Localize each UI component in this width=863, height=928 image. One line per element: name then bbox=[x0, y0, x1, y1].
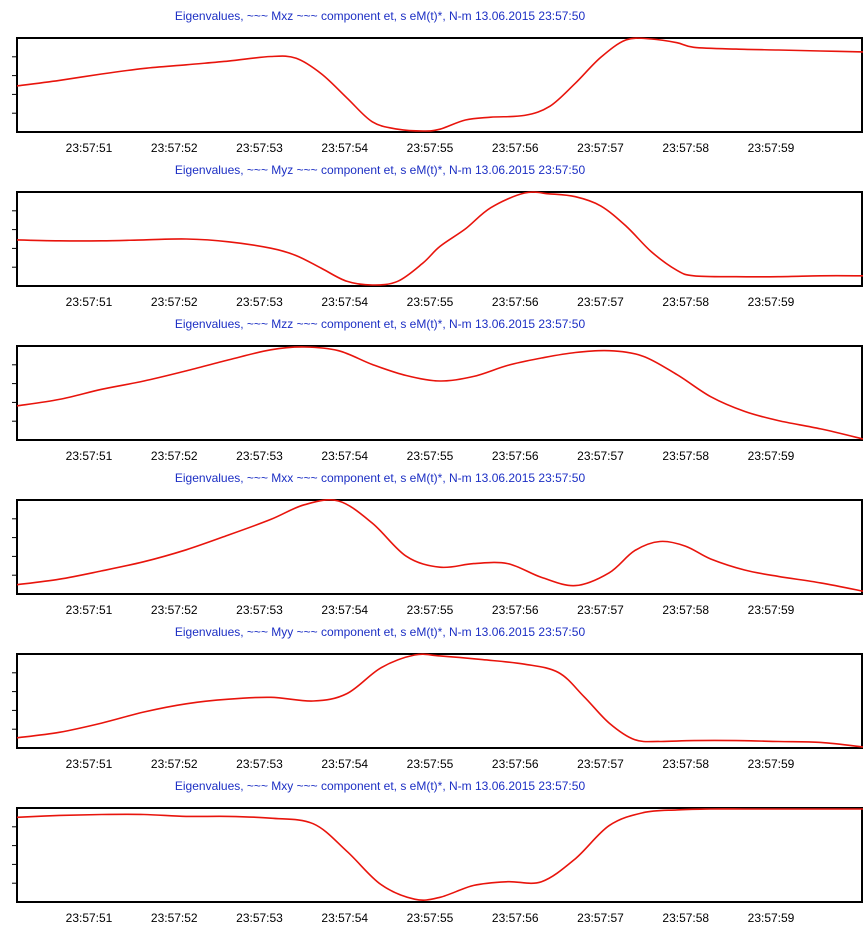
series-line bbox=[16, 808, 863, 901]
x-tick-label: 23:57:58 bbox=[662, 603, 709, 617]
x-tick-label: 23:57:58 bbox=[662, 757, 709, 771]
x-tick-label: 23:57:55 bbox=[407, 757, 454, 771]
x-tick-label: 23:57:51 bbox=[66, 911, 113, 925]
chart-plot: 23:57:51 23:57:52 23:57:53 23:57:54 23:57:55… bbox=[12, 807, 863, 925]
x-tick-label: 23:57:52 bbox=[151, 141, 198, 155]
x-tick-label: 23:57:56 bbox=[492, 449, 539, 463]
chart-plot: 23:57:51 23:57:52 23:57:53 23:57:54 23:57:55… bbox=[12, 499, 863, 617]
chart-title: Eigenvalues, ~~~ Mxz ~~~ component et, s… bbox=[174, 9, 586, 23]
x-tick-label: 23:57:52 bbox=[151, 911, 198, 925]
x-tick-label: 23:57:57 bbox=[577, 757, 624, 771]
x-tick-label: 23:57:53 bbox=[236, 449, 283, 463]
x-tick-label: 23:57:55 bbox=[407, 603, 454, 617]
chart-title: Eigenvalues, ~~~ Mxy ~~~ component et, s… bbox=[174, 779, 586, 793]
chart-plot: 23:57:51 23:57:52 23:57:53 23:57:54 23:57:55… bbox=[12, 653, 863, 771]
chart-title: Eigenvalues, ~~~ Myz ~~~ component et, s… bbox=[174, 163, 586, 177]
series-line bbox=[16, 191, 863, 286]
chart-panel: Eigenvalues, ~~~ Mxz ~~~ component et, s… bbox=[0, 8, 863, 158]
x-tick-label: 23:57:51 bbox=[66, 295, 113, 309]
x-tick-label: 23:57:54 bbox=[321, 757, 368, 771]
x-tick-label: 23:57:54 bbox=[321, 603, 368, 617]
plot-frame bbox=[16, 345, 863, 441]
x-tick-label: 23:57:58 bbox=[662, 449, 709, 463]
x-tick-label: 23:57:59 bbox=[748, 449, 795, 463]
x-tick-label: 23:57:59 bbox=[748, 911, 795, 925]
x-tick-label: 23:57:55 bbox=[407, 295, 454, 309]
x-tick-label: 23:57:59 bbox=[748, 295, 795, 309]
x-tick-label: 23:57:56 bbox=[492, 141, 539, 155]
x-tick-label: 23:57:52 bbox=[151, 757, 198, 771]
x-tick-label: 23:57:53 bbox=[236, 911, 283, 925]
x-tick-label: 23:57:59 bbox=[748, 603, 795, 617]
x-tick-label: 23:57:51 bbox=[66, 449, 113, 463]
x-tick-label: 23:57:56 bbox=[492, 757, 539, 771]
series-line bbox=[16, 346, 863, 440]
chart-title: Eigenvalues, ~~~ Myy ~~~ component et, s… bbox=[174, 625, 586, 639]
series-line bbox=[16, 653, 863, 748]
x-tick-label: 23:57:58 bbox=[662, 141, 709, 155]
x-tick-label: 23:57:53 bbox=[236, 295, 283, 309]
chart-plot: 23:57:51 23:57:52 23:57:53 23:57:54 23:57:55… bbox=[12, 345, 863, 463]
x-tick-label: 23:57:56 bbox=[492, 911, 539, 925]
x-tick-label: 23:57:54 bbox=[321, 449, 368, 463]
x-tick-label: 23:57:57 bbox=[577, 295, 624, 309]
x-tick-label: 23:57:56 bbox=[492, 295, 539, 309]
x-tick-label: 23:57:55 bbox=[407, 911, 454, 925]
x-tick-label: 23:57:58 bbox=[662, 911, 709, 925]
plot-frame bbox=[16, 807, 863, 903]
x-tick-label: 23:57:57 bbox=[577, 141, 624, 155]
chart-panel: Eigenvalues, ~~~ Myz ~~~ component et, s… bbox=[0, 162, 863, 312]
x-tick-label: 23:57:54 bbox=[321, 295, 368, 309]
x-tick-label: 23:57:53 bbox=[236, 757, 283, 771]
x-tick-label: 23:57:56 bbox=[492, 603, 539, 617]
x-tick-label: 23:57:55 bbox=[407, 449, 454, 463]
x-tick-label: 23:57:58 bbox=[662, 295, 709, 309]
plot-frame bbox=[16, 191, 863, 287]
x-tick-label: 23:57:57 bbox=[577, 449, 624, 463]
x-tick-label: 23:57:59 bbox=[748, 757, 795, 771]
plot-frame bbox=[16, 37, 863, 133]
chart-panel: Eigenvalues, ~~~ Myy ~~~ component et, s… bbox=[0, 624, 863, 774]
chart-panel: Eigenvalues, ~~~ Mzz ~~~ component et, s… bbox=[0, 316, 863, 466]
series-line bbox=[16, 37, 863, 132]
x-tick-label: 23:57:54 bbox=[321, 141, 368, 155]
x-tick-label: 23:57:59 bbox=[748, 141, 795, 155]
chart-plot: 23:57:51 23:57:52 23:57:53 23:57:54 23:57:55… bbox=[12, 37, 863, 155]
plot-frame bbox=[16, 499, 863, 595]
x-tick-label: 23:57:53 bbox=[236, 141, 283, 155]
x-tick-label: 23:57:52 bbox=[151, 449, 198, 463]
x-tick-label: 23:57:57 bbox=[577, 603, 624, 617]
chart-panel: Eigenvalues, ~~~ Mxx ~~~ component et, s… bbox=[0, 470, 863, 620]
x-tick-label: 23:57:52 bbox=[151, 295, 198, 309]
series-line bbox=[16, 499, 863, 592]
x-tick-label: 23:57:53 bbox=[236, 603, 283, 617]
x-tick-label: 23:57:55 bbox=[407, 141, 454, 155]
plot-frame bbox=[16, 653, 863, 749]
x-tick-label: 23:57:51 bbox=[66, 757, 113, 771]
x-tick-label: 23:57:57 bbox=[577, 911, 624, 925]
x-tick-label: 23:57:51 bbox=[66, 603, 113, 617]
x-tick-label: 23:57:52 bbox=[151, 603, 198, 617]
chart-title: Eigenvalues, ~~~ Mzz ~~~ component et, s… bbox=[174, 317, 586, 331]
x-tick-label: 23:57:54 bbox=[321, 911, 368, 925]
chart-plot: 23:57:51 23:57:52 23:57:53 23:57:54 23:57:55… bbox=[12, 191, 863, 309]
chart-title: Eigenvalues, ~~~ Mxx ~~~ component et, s… bbox=[174, 471, 586, 485]
chart-panel: Eigenvalues, ~~~ Mxy ~~~ component et, s… bbox=[0, 778, 863, 928]
x-tick-label: 23:57:51 bbox=[66, 141, 113, 155]
